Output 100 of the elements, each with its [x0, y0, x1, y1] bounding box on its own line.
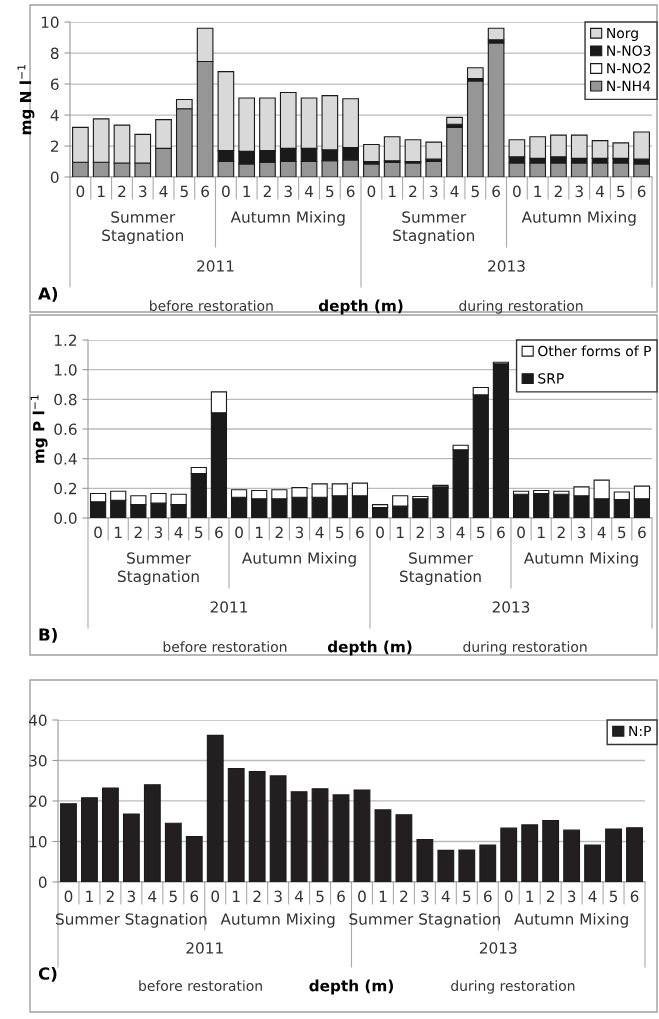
x-tick-label: 3: [430, 185, 438, 198]
x-tick-label: 3: [295, 526, 304, 539]
x-tick-label: 2: [134, 526, 142, 538]
x-tick-label: 3: [577, 526, 586, 539]
x-tick-label: 0: [222, 185, 230, 198]
y-tick-label: 1.2: [54, 334, 77, 346]
y-tick-label: 6: [50, 78, 59, 91]
text: A): [38, 286, 58, 302]
x-tick-label: 2: [557, 526, 565, 538]
x-tick-label: 0: [504, 890, 513, 903]
x-tick-label: 5: [617, 185, 625, 198]
text: during restoration: [451, 980, 575, 994]
x-tick-label: 2: [118, 185, 126, 197]
y-tick-label: 0.6: [54, 423, 77, 436]
text: Autumn Mixing: [241, 552, 356, 567]
x-tick-label: 1: [98, 185, 105, 197]
x-tick-label: 3: [421, 890, 429, 903]
x-tick-label: 1: [86, 890, 93, 902]
x-tick-label: 6: [483, 890, 492, 903]
y-tick-label: 0: [38, 876, 47, 889]
y-tick-label: 0.2: [54, 482, 77, 495]
x-tick-label: 3: [436, 526, 445, 539]
x-tick-label: 3: [567, 890, 576, 903]
text: 2011: [210, 601, 248, 613]
x-tick-label: 4: [148, 890, 157, 902]
x-tick-label: 2: [554, 185, 562, 197]
text: 2011: [197, 260, 234, 272]
y-axis-title: mg P l$^{−1}$: [30, 395, 48, 463]
text: Summer Stagnation: [399, 552, 481, 586]
text: Autumn Mixing: [521, 211, 636, 226]
x-tick-label: 4: [597, 526, 606, 538]
legend-label: N-NH4: [607, 80, 651, 91]
x-tick-label: 2: [106, 890, 114, 902]
text: before restoration: [150, 300, 273, 312]
x-tick-label: 4: [174, 526, 183, 538]
x-tick-label: 6: [637, 185, 646, 198]
x-tick-label: 1: [243, 185, 251, 197]
y-tick-label: 1.0: [54, 364, 77, 376]
x-tick-label: 6: [190, 890, 199, 903]
x-tick-label: 3: [575, 185, 583, 198]
x-tick-label: 0: [235, 526, 243, 539]
x-tick-label: 3: [154, 526, 163, 539]
x-tick-label: 3: [139, 185, 147, 198]
x-tick-label: 1: [233, 890, 240, 902]
text: before restoration: [163, 641, 287, 653]
legend-label: Norg: [607, 27, 638, 41]
y-tick-label: 0.0: [54, 512, 77, 525]
x-tick-label: 4: [456, 526, 465, 538]
text: before restoration: [139, 980, 262, 992]
x-axis-title: depth (m): [309, 979, 393, 995]
x-tick-label: 1: [534, 185, 542, 197]
x-tick-label: 0: [367, 185, 376, 198]
y-tick-label: 0.8: [54, 393, 77, 406]
x-tick-label: 5: [316, 890, 324, 903]
x-tick-label: 5: [180, 185, 188, 198]
x-tick-label: 6: [346, 185, 355, 198]
x-tick-label: 2: [546, 890, 554, 902]
text: Summer Stagnation: [349, 913, 500, 928]
text: Summer Stagnation: [56, 913, 207, 928]
x-tick-label: 6: [356, 526, 364, 539]
y-tick-label: 40: [28, 714, 47, 727]
x-tick-label: 5: [195, 526, 203, 539]
text: Autumn Mixing: [220, 913, 335, 928]
x-tick-label: 4: [315, 526, 324, 538]
x-tick-label: 4: [441, 890, 450, 902]
x-tick-label: 4: [159, 185, 168, 197]
y-tick-label: 4: [50, 109, 59, 121]
x-tick-label: 5: [477, 526, 485, 539]
text: Autumn Mixing: [514, 913, 628, 928]
text: B): [39, 627, 57, 643]
x-tick-label: 0: [211, 890, 220, 903]
x-axis-title: depth (m): [318, 299, 403, 315]
x-tick-label: 4: [588, 890, 597, 902]
x-tick-label: 6: [638, 526, 646, 539]
x-tick-label: 1: [538, 526, 545, 538]
text: 2013: [492, 601, 530, 613]
x-tick-label: 1: [256, 526, 263, 538]
x-tick-label: 3: [127, 890, 136, 903]
x-tick-label: 5: [618, 526, 626, 539]
x-tick-label: 4: [450, 185, 459, 197]
x-tick-label: 5: [463, 890, 471, 903]
x-tick-label: 0: [76, 185, 85, 198]
x-tick-label: 4: [294, 890, 304, 902]
legend-label: N-NO2: [607, 63, 651, 74]
x-tick-label: 2: [409, 185, 417, 197]
y-axis-title: mg N l$^{−1}$: [17, 65, 35, 135]
x-tick-label: 0: [517, 526, 525, 539]
text: during restoration: [459, 300, 583, 314]
y-tick-label: 0.4: [54, 453, 77, 465]
x-tick-label: 5: [169, 890, 177, 903]
legend-label: N-NO3: [607, 45, 651, 56]
text: C): [38, 966, 57, 982]
text: 2013: [488, 260, 525, 272]
x-tick-label: 1: [389, 185, 396, 197]
text: Summer Stagnation: [117, 552, 199, 586]
x-tick-label: 4: [595, 185, 605, 197]
x-tick-label: 6: [215, 526, 223, 539]
x-tick-label: 2: [416, 526, 424, 538]
x-tick-label: 1: [379, 890, 387, 902]
x-tick-label: 5: [326, 185, 334, 198]
